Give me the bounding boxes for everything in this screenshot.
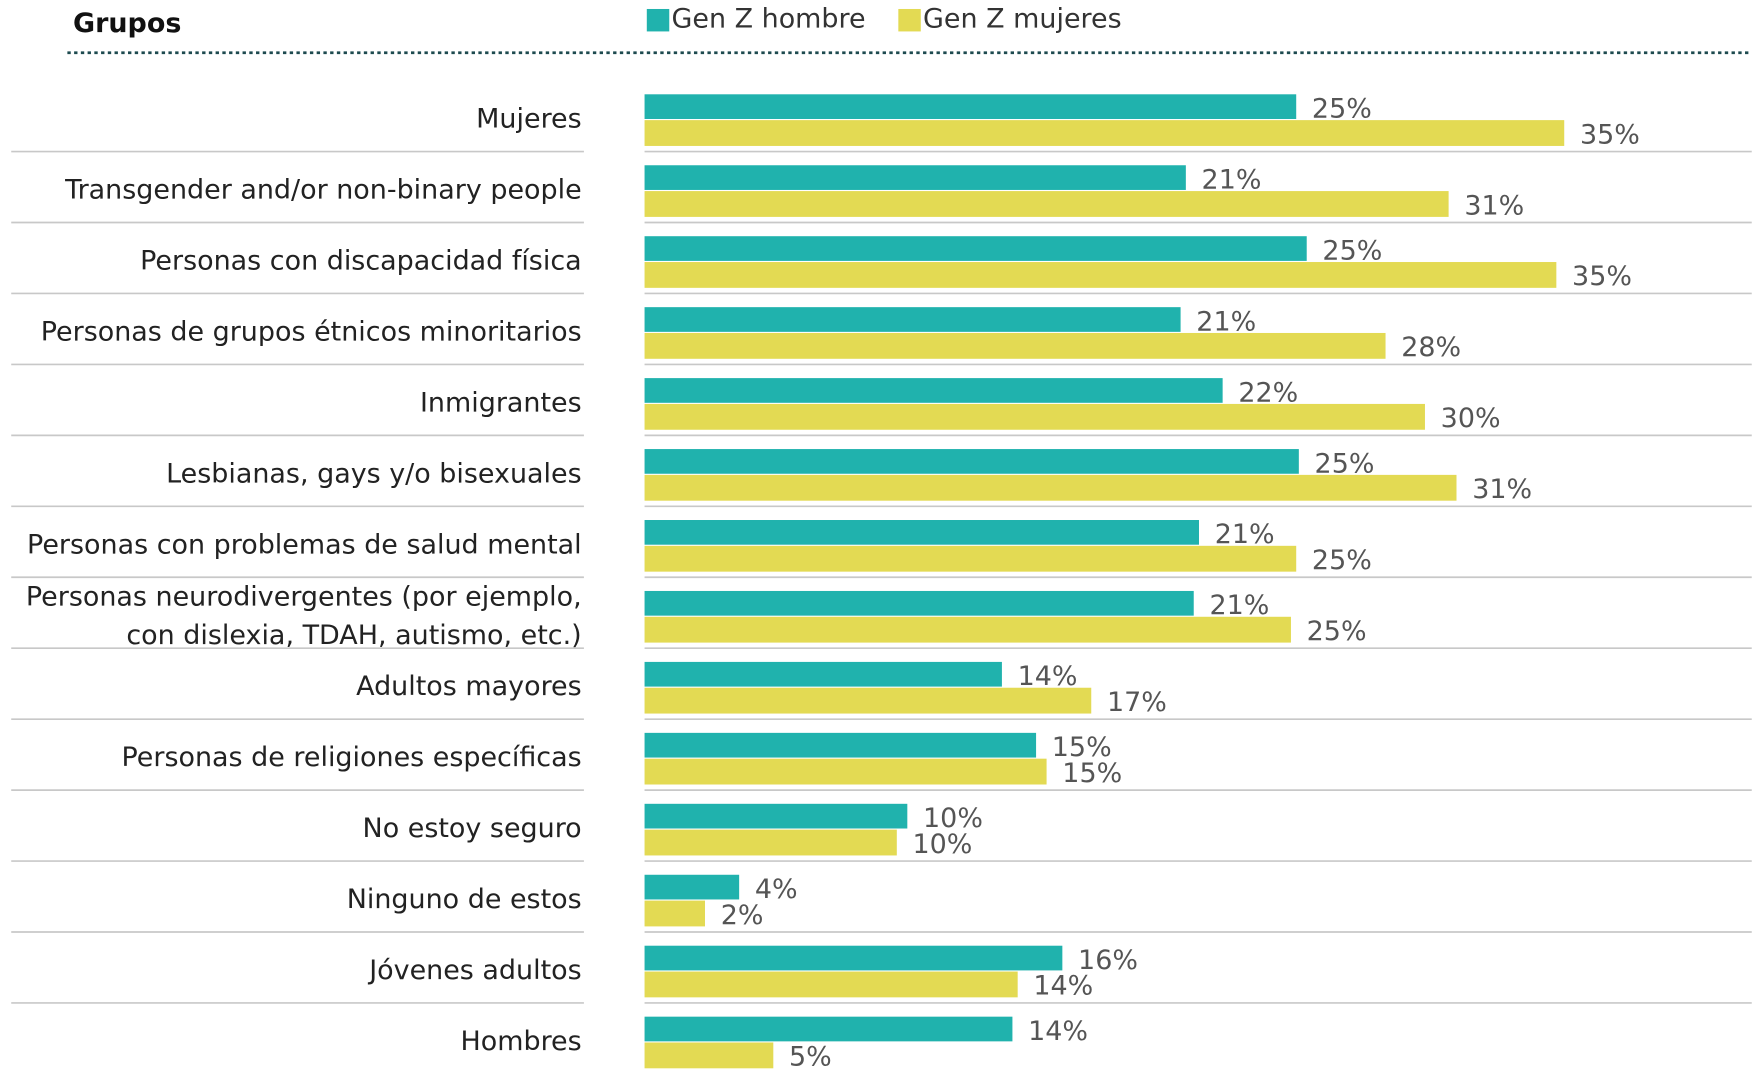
bar [644,829,897,856]
bar [644,874,740,900]
bar [644,1042,774,1069]
value-label: 16% [1078,945,1138,976]
value-label: 25% [1312,94,1372,125]
value-label: 25% [1307,616,1367,647]
bar [644,971,1018,998]
value-label: 31% [1464,190,1524,221]
bar [644,616,1291,643]
bar [644,545,1297,572]
bar [644,803,908,829]
category-label: Personas con problemas de salud mental [27,529,582,560]
legend-swatch [646,8,670,32]
category-label: Transgender and/or non-binary people [64,175,582,206]
bar [644,900,705,927]
value-label: 22% [1238,377,1298,408]
category-label: Inmigrantes [420,387,582,418]
legend-label: Gen Z mujeres [923,4,1122,35]
bar [644,262,1557,288]
category-label: Mujeres [476,104,581,135]
bar [644,165,1186,190]
bar [644,120,1565,146]
value-label: 2% [721,900,764,931]
bar [644,732,1037,758]
bar [644,307,1181,332]
bar [644,661,1002,687]
value-label: 28% [1401,332,1461,363]
bar [644,449,1299,474]
category-label: Adultos mayores [356,671,582,702]
value-label: 35% [1580,119,1640,150]
value-label: 35% [1572,261,1632,292]
value-label: 4% [755,874,798,905]
bar [644,520,1199,545]
bar [644,758,1047,785]
category-label: Personas neurodivergentes (por ejemplo, c… [26,581,582,650]
chart-title: Grupos [73,8,181,39]
bar [644,474,1457,501]
value-label: 21% [1196,306,1256,337]
value-label: 21% [1215,519,1275,550]
category-label: Ninguno de estos [347,884,582,915]
value-label: 5% [789,1042,832,1071]
value-label: 10% [913,829,973,860]
bar [644,332,1386,359]
category-label: No estoy seguro [363,813,582,844]
value-label: 14% [1033,971,1093,1002]
category-label: Lesbianas, gays y/o bisexuales [166,458,582,489]
value-label: 25% [1315,448,1375,479]
value-label: 15% [1052,732,1112,763]
value-label: 25% [1312,545,1372,576]
category-label: Personas con discapacidad física [140,246,582,277]
value-label: 14% [1018,661,1078,692]
bar [644,945,1063,971]
bar [644,403,1425,430]
category-label: Personas de religiones específicas [122,742,582,773]
category-label: Personas de grupos étnicos minoritarios [41,316,582,347]
bar [644,590,1194,616]
value-label: 21% [1202,164,1262,195]
value-label: 30% [1441,403,1501,434]
bar [644,236,1307,261]
bar [644,378,1223,403]
value-label: 17% [1107,687,1167,718]
legend-swatch [898,8,921,32]
category-label: Jóvenes adultos [367,955,581,986]
bar [644,1016,1013,1042]
value-label: 31% [1472,474,1532,505]
bar [644,94,1297,119]
category-label: Hombres [460,1026,581,1057]
value-label: 21% [1209,590,1269,621]
value-label: 25% [1322,235,1382,266]
value-label: 15% [1062,758,1122,789]
value-label: 14% [1028,1016,1088,1047]
bar [644,687,1092,714]
value-label: 10% [923,803,983,834]
bar [644,191,1449,217]
legend-label: Gen Z hombre [672,4,866,35]
